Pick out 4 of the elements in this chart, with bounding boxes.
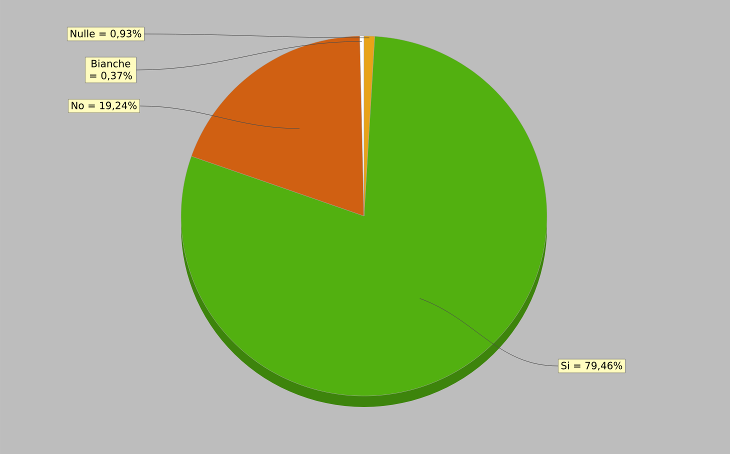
slice-label: Si = 79,46% (561, 362, 622, 370)
slice-label: Nulle = 0,93% (70, 30, 142, 38)
slice-label: No = 19,24% (72, 102, 137, 110)
slice-label: Bianche = 0,37% (90, 60, 132, 80)
